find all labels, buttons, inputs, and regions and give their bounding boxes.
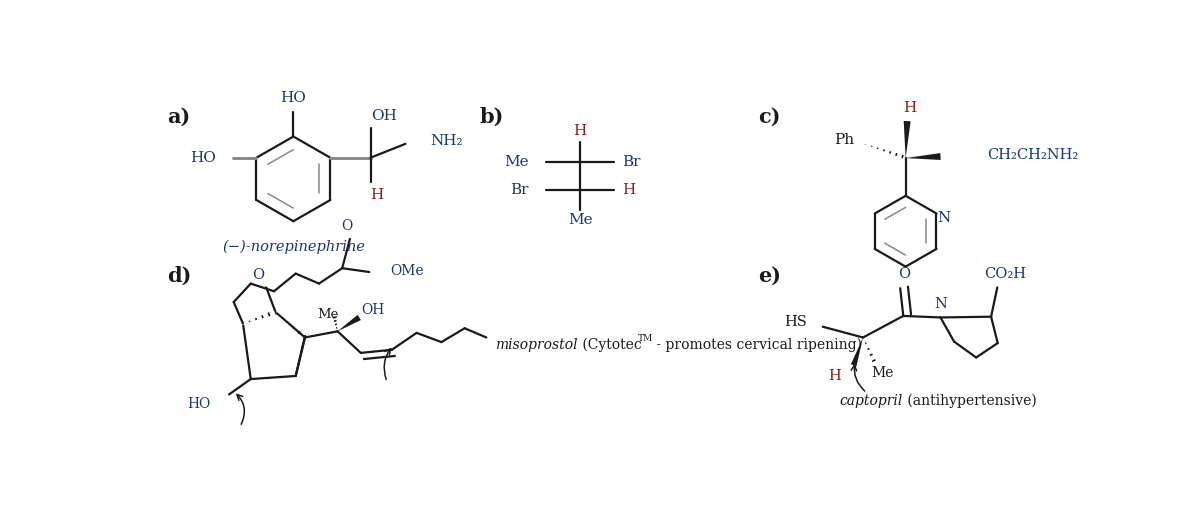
Text: HO: HO: [191, 150, 216, 165]
Text: O: O: [898, 267, 910, 281]
Text: OMe: OMe: [390, 264, 424, 278]
Text: Me: Me: [568, 213, 593, 228]
Text: CH₂CH₂NH₂: CH₂CH₂NH₂: [986, 148, 1079, 162]
Text: HO: HO: [187, 397, 210, 411]
Text: (Cytotec: (Cytotec: [578, 338, 642, 352]
Polygon shape: [906, 153, 941, 160]
Text: misoprostol: misoprostol: [494, 338, 577, 352]
Text: H: H: [370, 187, 384, 202]
Text: H: H: [828, 369, 841, 383]
Text: HO: HO: [281, 91, 306, 105]
Text: Me: Me: [318, 308, 338, 321]
Polygon shape: [904, 121, 911, 158]
Text: Ph: Ph: [834, 133, 854, 147]
Text: N: N: [934, 297, 947, 310]
Text: OH: OH: [372, 109, 397, 123]
Text: N: N: [937, 211, 950, 225]
Text: (antihypertensive): (antihypertensive): [904, 393, 1037, 408]
Text: HS: HS: [785, 315, 808, 329]
Text: CO₂H: CO₂H: [984, 267, 1026, 280]
Text: b): b): [479, 107, 504, 127]
Text: d): d): [167, 266, 192, 286]
Text: (−)-norepinephrine: (−)-norepinephrine: [222, 239, 365, 254]
Text: Me: Me: [504, 155, 529, 169]
Text: a): a): [167, 107, 191, 127]
Text: TM: TM: [638, 334, 654, 343]
Text: OH: OH: [361, 303, 384, 317]
Text: Br: Br: [622, 155, 641, 169]
Text: H: H: [904, 101, 917, 115]
Polygon shape: [337, 315, 361, 332]
Polygon shape: [851, 337, 863, 366]
Text: O: O: [252, 268, 264, 282]
Text: Me: Me: [871, 366, 894, 380]
Text: captopril: captopril: [840, 393, 904, 408]
Text: H: H: [574, 124, 587, 138]
Text: O: O: [341, 219, 353, 233]
Text: H: H: [622, 183, 635, 196]
Text: e): e): [758, 266, 781, 286]
Text: Br: Br: [510, 183, 529, 196]
Text: - promotes cervical ripening): - promotes cervical ripening): [653, 338, 863, 352]
Text: NH₂: NH₂: [431, 134, 463, 148]
Text: c): c): [758, 107, 781, 127]
